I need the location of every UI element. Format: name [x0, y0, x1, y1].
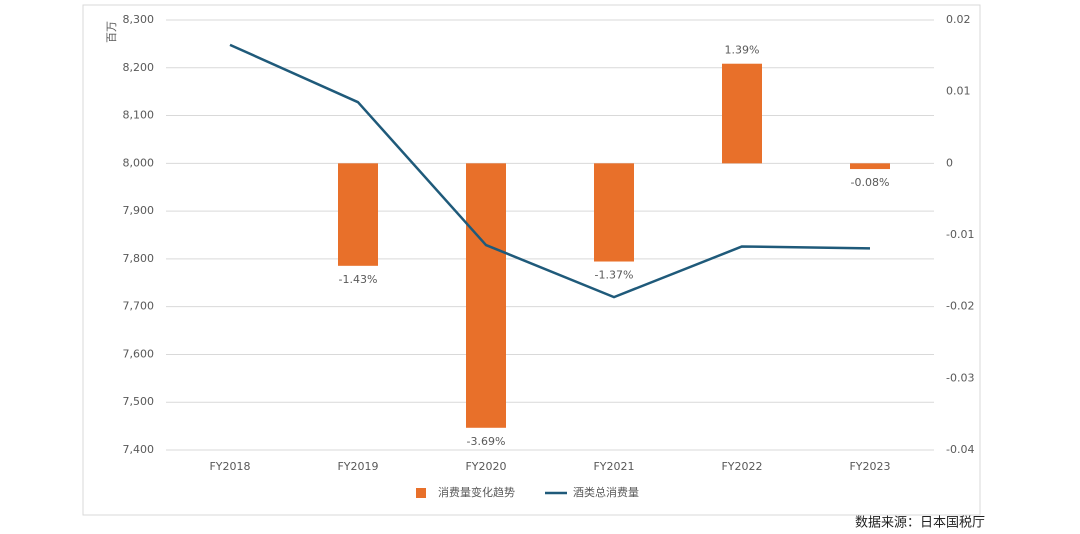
data-label: 1.39% — [725, 44, 760, 57]
y-tick-label: 8,300 — [123, 13, 155, 26]
y-tick-label: 8,000 — [123, 156, 155, 169]
bar — [466, 163, 506, 428]
legend-swatch — [416, 488, 426, 498]
bar — [338, 163, 378, 266]
y-tick-label: 7,500 — [123, 395, 155, 408]
y2-tick-label: -0.01 — [946, 228, 974, 241]
x-tick-label: FY2021 — [593, 460, 634, 473]
y-tick-label: 7,600 — [123, 347, 155, 360]
y2-tick-label: -0.02 — [946, 300, 974, 313]
x-tick-label: FY2020 — [465, 460, 506, 473]
y2-tick-label: -0.03 — [946, 371, 974, 384]
data-label: -1.43% — [339, 273, 378, 286]
y2-tick-label: 0.01 — [946, 85, 971, 98]
x-tick-label: FY2022 — [721, 460, 762, 473]
y-tick-label: 7,400 — [123, 443, 155, 456]
data-label: -0.08% — [851, 176, 890, 189]
legend-label: 消费量变化趋势 — [438, 485, 515, 499]
line — [229, 43, 871, 299]
y-tick-label: 8,200 — [123, 61, 155, 74]
y2-tick-label: 0.02 — [946, 13, 971, 26]
y-tick-label: 7,900 — [123, 204, 155, 217]
chart-frame — [82, 4, 981, 516]
bar — [594, 163, 634, 262]
y-axis-label: 百万 — [105, 21, 118, 43]
y-tick-label: 7,800 — [123, 252, 155, 265]
bar — [850, 163, 890, 170]
y-tick-label: 7,700 — [123, 300, 155, 313]
x-tick-label: FY2018 — [209, 460, 250, 473]
y2-tick-label: -0.04 — [946, 443, 974, 456]
x-tick-label: FY2023 — [849, 460, 890, 473]
y2-tick-label: 0 — [946, 156, 953, 169]
legend-label: 酒类总消费量 — [573, 485, 639, 499]
data-label: -3.69% — [467, 435, 506, 448]
source-note: 数据来源：日本国税厅 — [855, 516, 985, 531]
bar — [722, 63, 762, 164]
y-tick-label: 8,100 — [123, 109, 155, 122]
x-tick-label: FY2019 — [337, 460, 378, 473]
data-label: -1.37% — [595, 269, 634, 282]
